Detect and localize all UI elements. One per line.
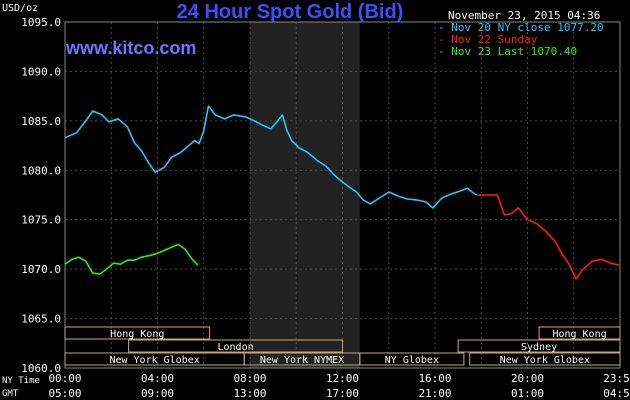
x-tick-gmt-label: 21:00 [418, 387, 451, 400]
legend-item-nov20: - Nov 20 NY close 1077.20 [438, 21, 604, 34]
plot-frame [64, 21, 621, 369]
gmt-label: GMT [2, 389, 19, 399]
session-box [538, 326, 621, 340]
y-tick-label: 1065.0 [21, 313, 61, 326]
y-tick-label: 1095.0 [21, 16, 61, 29]
x-tick-gmt-label: 13:00 [233, 387, 266, 400]
x-tick-ny-label: 16:00 [418, 372, 451, 385]
y-tick-label: 1060.0 [21, 362, 61, 375]
legend-item-nov22: - Nov 22 Sunday [438, 33, 538, 46]
session-label: Hong Kong [110, 329, 164, 340]
chart-title: 24 Hour Spot Gold (Bid) [176, 1, 404, 23]
x-tick-gmt-label: 17:00 [326, 387, 359, 400]
x-tick-gmt-label: 04:59 [603, 387, 630, 400]
session-box [128, 339, 343, 353]
series-line-nov-23 [64, 243, 199, 275]
ny-time-label: NY Time [2, 376, 40, 386]
session-label: New York NYMEX [260, 355, 344, 366]
y-tick-label: 1075.0 [21, 214, 61, 227]
x-tick-gmt-label: 05:00 [48, 387, 81, 400]
legend: - Nov 20 NY close 1077.20 - Nov 22 Sunda… [438, 22, 604, 58]
series-line-nov-22 [476, 194, 619, 280]
y-tick-label: 1085.0 [21, 115, 61, 128]
nymex-session-shade [250, 22, 360, 368]
y-tick-label: 1080.0 [21, 164, 61, 177]
unit-label: USD/oz [2, 3, 39, 14]
brand-link[interactable]: www.kitco.com [66, 38, 197, 58]
x-tick-gmt-label: 01:00 [511, 387, 544, 400]
x-tick-ny-label: 08:00 [233, 372, 266, 385]
x-tick-ny-label: 00:00 [48, 372, 81, 385]
session-label: London [217, 342, 253, 353]
x-tick-ny-label: 04:00 [141, 372, 174, 385]
session-box [469, 352, 621, 366]
x-tick-ny-label: 23:59 [603, 372, 630, 385]
chart-datetime: November 23, 2015 04:36 [448, 9, 601, 22]
legend-item-nov23: - Nov 23 Last 1070.40 [438, 45, 578, 58]
session-box [359, 352, 465, 366]
x-tick-ny-label: 12:00 [326, 372, 359, 385]
x-tick-gmt-label: 09:00 [141, 387, 174, 400]
y-tick-label: 1090.0 [21, 65, 61, 78]
y-tick-label: 1070.0 [21, 263, 61, 276]
session-label: New York Globex [109, 355, 199, 366]
x-tick-ny-label: 20:00 [511, 372, 544, 385]
session-label: New York Globex [500, 355, 590, 366]
session-label: NY Globex [385, 355, 439, 366]
session-box [457, 339, 621, 353]
session-label: Sydney [521, 342, 557, 353]
session-label: Hong Kong [552, 329, 606, 340]
session-box [64, 326, 211, 340]
series-line-nov-20 [64, 105, 478, 209]
